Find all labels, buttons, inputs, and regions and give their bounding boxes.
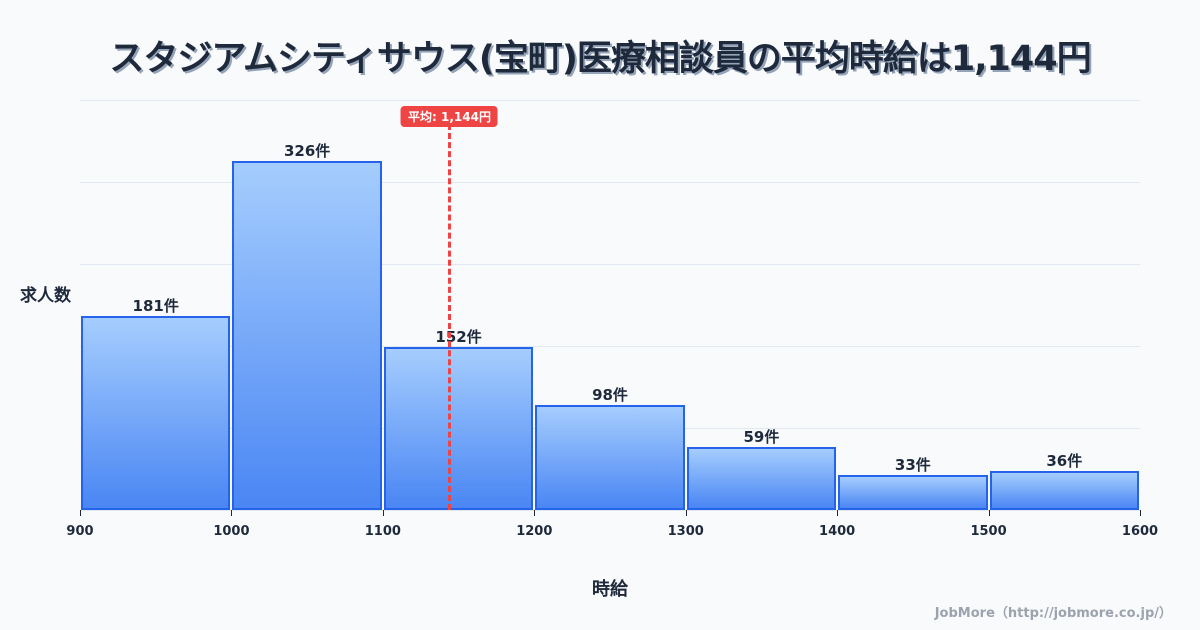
baseline	[80, 510, 1140, 511]
y-axis-label: 求人数	[20, 286, 71, 306]
bar-value-label: 326件	[283, 142, 331, 161]
x-tick	[80, 510, 81, 516]
x-tick	[534, 510, 536, 516]
bar-value-label: 98件	[592, 386, 628, 405]
x-tick	[231, 510, 233, 516]
x-tick-label: 1600	[1121, 524, 1159, 539]
gridline	[80, 100, 1140, 101]
gridline	[80, 182, 1140, 183]
x-tick	[1140, 510, 1141, 516]
x-tick-label: 1300	[667, 524, 704, 539]
gridline	[80, 346, 1140, 347]
x-tick-label: 1500	[970, 524, 1007, 539]
histogram-bar	[838, 474, 988, 510]
x-tick-label: 1000	[213, 524, 250, 539]
bar-value-label: 33件	[894, 455, 931, 474]
x-tick-label: 1100	[364, 524, 401, 539]
histogram-bar	[383, 347, 534, 510]
x-tick	[382, 510, 384, 516]
x-tick	[685, 510, 687, 516]
x-tick-label: 1400	[819, 524, 856, 539]
histogram-bar	[232, 161, 382, 510]
bar-value-label: 59件	[743, 427, 780, 446]
bar-value-label: 36件	[1046, 452, 1083, 471]
chart-title: スタジアムシティサウス(宝町)医療相談員の平均時給は1,144円	[109, 39, 1091, 79]
x-tick-label: 1200	[516, 524, 553, 539]
x-axis-label: 時給	[592, 579, 628, 600]
mean-line	[448, 124, 452, 510]
histogram-bar	[81, 316, 231, 510]
credit-text: JobMore（http://jobmore.co.jp/）	[934, 606, 1172, 621]
histogram-bar	[686, 446, 837, 510]
x-tick	[837, 510, 839, 516]
bar-value-label: 181件	[132, 297, 179, 316]
histogram-bar	[989, 471, 1139, 510]
x-tick-label: 900	[66, 524, 94, 539]
mean-badge: 平均: 1,144円	[401, 106, 498, 127]
histogram-bar	[535, 405, 685, 510]
bar-value-label: 152件	[435, 328, 482, 347]
gridline	[80, 264, 1140, 265]
x-tick	[988, 510, 990, 516]
